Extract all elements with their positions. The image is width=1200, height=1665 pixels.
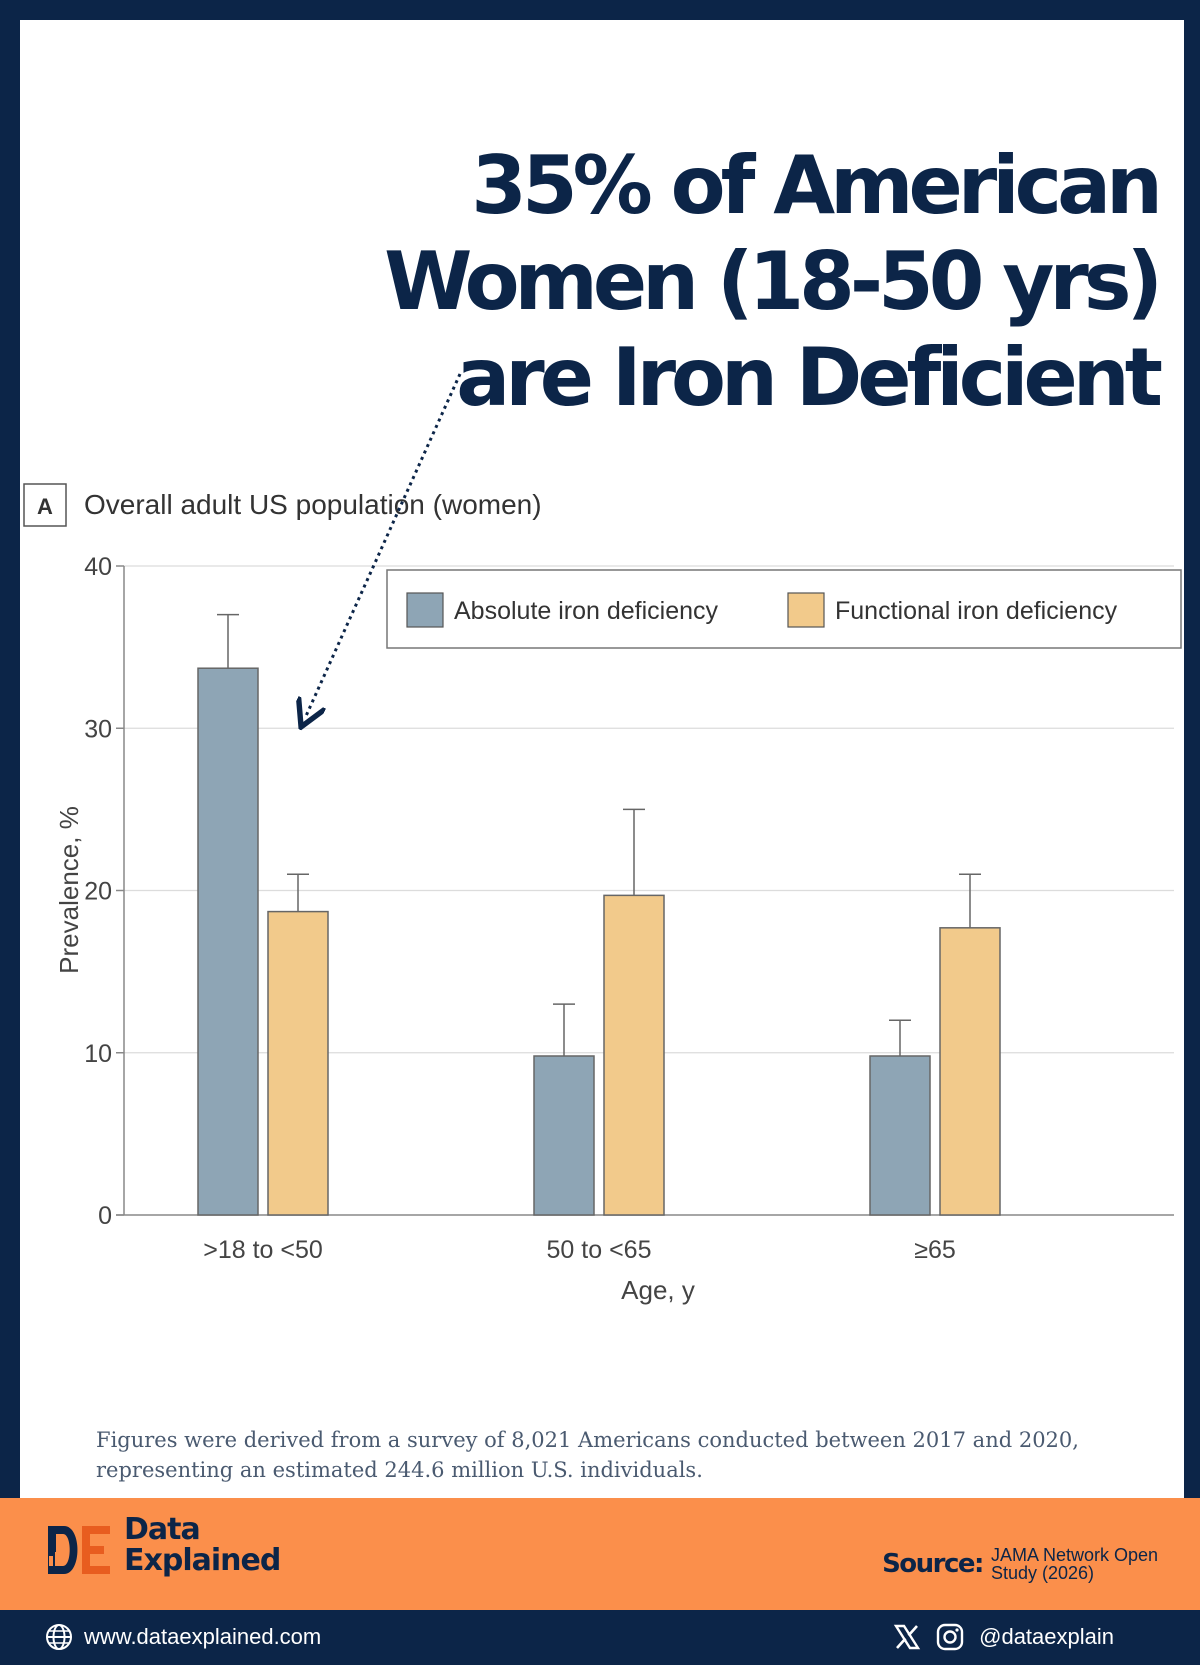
source-label: Source: [882,1549,984,1579]
legend-swatch-absolute [406,592,444,628]
y-tick-label: 20 [84,878,112,906]
bar-functional [267,910,329,1216]
legend-swatch-functional [787,592,825,628]
y-tick-label: 10 [84,1040,112,1068]
x-axis-label: Age, y [621,1275,695,1305]
bar-functional [603,894,665,1216]
bar-chart: A Overall adult US population (women) 0 1… [23,373,1182,1305]
bar-absolute [533,1055,595,1216]
x-ticks: >18 to <50 50 to <65 ≥65 [203,1236,956,1264]
x-logo-icon[interactable] [893,1623,921,1651]
annotation-arrow [306,373,462,716]
y-ticks: 0 10 20 30 40 [84,553,124,1230]
social-handle: @dataexplain [979,1624,1114,1649]
headline-line-2: Women (18-50 yrs) [384,235,1163,328]
x-tick-label: >18 to <50 [203,1236,323,1264]
instagram-icon[interactable] [935,1622,965,1652]
footnote: Figures were derived from a survey of 8,… [96,1428,1079,1482]
x-tick-label: 50 to <65 [547,1236,652,1264]
source-line-2: Study (2026) [990,1563,1094,1583]
headline-line-3: are Iron Deficient [456,331,1163,424]
brand-line-2: Explained [124,1543,281,1578]
bar-absolute [197,667,259,1216]
footer-bar: www.dataexplained.com @dataexplain [0,1610,1200,1665]
y-axis-label: Prevalence, % [54,806,84,974]
data-explained-logo [44,1520,114,1585]
social-links: @dataexplain [893,1622,1114,1652]
panel-letter-box [23,483,67,527]
legend: Absolute iron deficiency Functional iron… [386,569,1182,649]
bar-absolute [869,1055,931,1216]
website-url: www.dataexplained.com [84,1624,322,1649]
bars [197,613,1001,1216]
infographic-card: 35% of American Women (18-50 yrs) are Ir… [20,20,1184,1498]
source-line-1: JAMA Network Open [990,1545,1158,1565]
y-tick-label: 30 [84,715,112,743]
panel-letter: A [37,494,53,519]
legend-label-absolute: Absolute iron deficiency [454,597,719,625]
brand-name: Data Explained [124,1512,281,1578]
bar-functional [939,927,1001,1216]
website-link[interactable]: www.dataexplained.com [44,1622,321,1652]
brand-line-1: Data [124,1512,201,1547]
x-tick-label: ≥65 [914,1236,956,1264]
legend-label-functional: Functional iron deficiency [835,597,1118,625]
y-tick-label: 0 [98,1202,112,1230]
source-text: JAMA Network Open Study (2026) [991,1546,1158,1582]
headline-line-1: 35% of American [471,139,1163,232]
headline: 35% of American Women (18-50 yrs) are Ir… [258,138,1163,426]
chart-title: Overall adult US population (women) [84,489,542,520]
brand-bar: Data Explained Source: JAMA Network Open… [0,1498,1200,1610]
y-tick-label: 40 [84,553,112,581]
legend-box [386,569,1182,649]
source-credit: Source: JAMA Network Open Study (2026) [882,1546,1158,1582]
globe-icon [44,1622,74,1652]
